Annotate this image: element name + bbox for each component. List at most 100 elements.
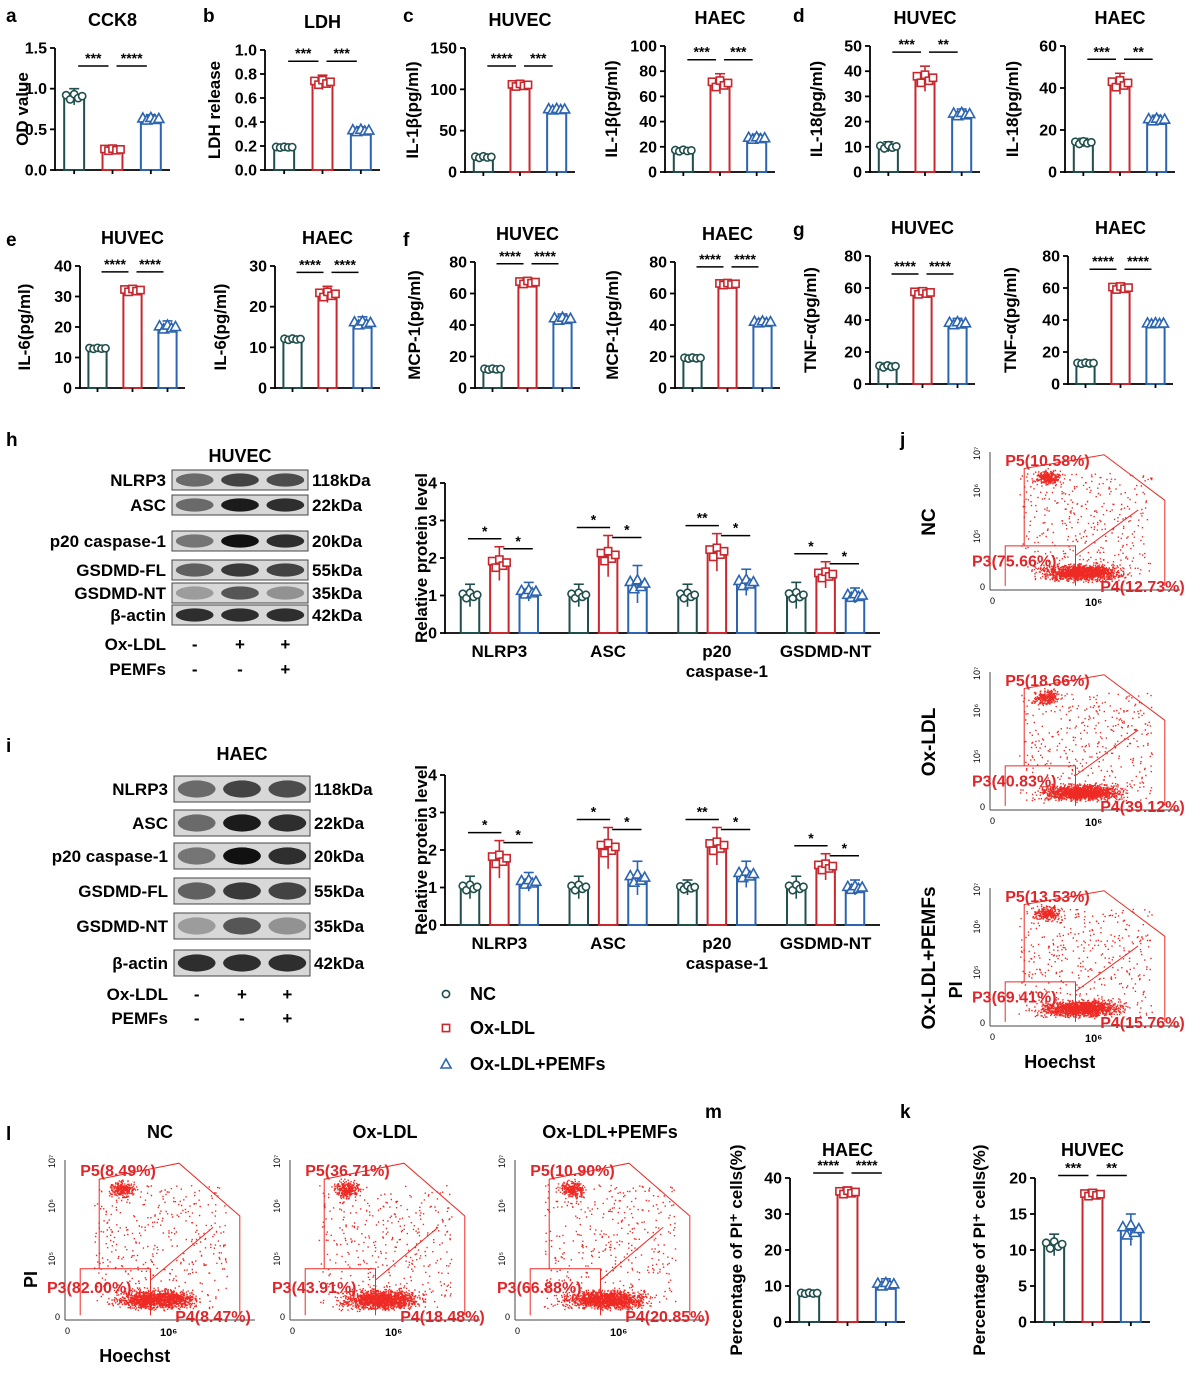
y-tick-label: 20 xyxy=(844,345,862,362)
flow-y-tick: 10⁷ xyxy=(972,667,982,680)
bar-ox-ldl xyxy=(317,293,338,390)
molecular-weight-label: 35kDa xyxy=(314,917,365,936)
y-tick-label: 20 xyxy=(449,349,467,366)
gate-label-p3: P3(69.41%) xyxy=(972,990,1057,1007)
flow-events xyxy=(1018,904,1153,1020)
chart-m: 0 10 20 30 40 **** ****HAEC Percentage of PI⁺ c… xyxy=(705,1102,905,1356)
protein-band xyxy=(177,847,216,865)
gate-label-p3: P3(43.91%) xyxy=(272,1280,357,1297)
y-tick-label: 20 xyxy=(649,349,667,366)
data-point xyxy=(747,866,760,879)
flow-x-tick-zero: 0 xyxy=(515,1326,520,1336)
y-axis-label: Relative protein level xyxy=(412,473,431,643)
chart-title: CCK8 xyxy=(88,10,137,30)
protein-band xyxy=(177,780,216,798)
flow-plot: 10⁷ 10⁶ 10⁵ 00 10⁶ P5(13.53%) P3(69.41%) P4(15.… xyxy=(946,883,1185,1072)
flow-x-axis-label: Hoechst xyxy=(99,1346,170,1366)
protein-label: β-actin xyxy=(110,606,166,625)
data-point xyxy=(631,573,644,585)
panel-letter: h xyxy=(6,430,18,451)
bar-ox-ldl xyxy=(517,281,538,390)
flow-y-tick: 10⁵ xyxy=(497,1252,507,1266)
protein-label: ASC xyxy=(132,814,168,833)
data-point xyxy=(1132,1221,1146,1234)
y-tick-label: 0.6 xyxy=(235,91,257,108)
significance-label: *** xyxy=(693,44,710,60)
significance-label: * xyxy=(515,827,521,843)
data-point xyxy=(764,314,777,327)
significance-label: **** xyxy=(929,258,951,274)
flow-events xyxy=(543,1178,677,1312)
bar-ox-ldl-pemfs xyxy=(1145,322,1166,386)
y-tick-label: 1 xyxy=(428,880,437,897)
protein-band xyxy=(268,780,307,798)
bar-ox-ldl xyxy=(914,77,936,173)
y-tick-label: 40 xyxy=(1039,81,1057,98)
flow-y-tick: 10⁵ xyxy=(972,529,982,543)
y-tick-label: 30 xyxy=(249,259,267,276)
significance-label: * xyxy=(591,512,597,528)
y-axis-label: IL-18(pg/ml) xyxy=(1003,61,1022,157)
treatment-sign: + xyxy=(282,985,292,1004)
flow-plot: 10⁷ 10⁶ 10⁵ 00 10⁶ P5(10.58%) P3(75.66%) P4(12.… xyxy=(972,447,1185,609)
y-tick-label: 0 xyxy=(428,918,437,935)
significance-label: *** xyxy=(530,50,547,66)
data-point xyxy=(600,848,609,858)
protein-label: NLRP3 xyxy=(110,471,166,490)
data-point xyxy=(1041,1238,1051,1248)
x-category-label: ASC xyxy=(590,642,626,661)
flow-y-axis-label: PI xyxy=(946,981,966,998)
data-point xyxy=(564,311,577,324)
significance-label: * xyxy=(624,522,630,538)
x-category-label: p20 xyxy=(702,642,731,661)
y-tick-label: 20 xyxy=(249,299,267,316)
protein-band xyxy=(268,954,307,972)
y-axis-label: IL-6(pg/ml) xyxy=(211,284,230,371)
flow-plot: 10⁷ 10⁶ 10⁵ 00 10⁶ P5(8.49%) P3(82.00%) P4(8.47… xyxy=(21,1155,255,1366)
protein-label: GSDMD-NT xyxy=(76,917,168,936)
significance-label: **** xyxy=(817,1157,839,1173)
y-tick-label: 40 xyxy=(844,64,862,81)
x-category-label: ASC xyxy=(590,934,626,953)
data-point xyxy=(603,838,613,848)
bar-ox-ldl xyxy=(717,283,738,389)
flow-y-tick-zero: 0 xyxy=(980,802,985,812)
gate-p5 xyxy=(98,1162,241,1316)
data-point xyxy=(719,546,729,556)
panel-letter: c xyxy=(403,6,414,27)
treatment-sign: + xyxy=(237,985,247,1004)
y-tick-label: 40 xyxy=(449,318,467,335)
chart-f2: 0 20 40 60 80 **** **** HAEC MCP-1(pg/ml) xyxy=(603,224,780,398)
protein-label: p20 caspase-1 xyxy=(50,532,166,551)
gate-label-p5: P5(18.66%) xyxy=(1005,673,1089,690)
protein-band xyxy=(175,563,214,577)
flow-x-tick: 10⁶ xyxy=(610,1327,627,1339)
data-point xyxy=(531,277,540,287)
bar-ox-ldl-pemfs xyxy=(139,117,162,172)
flow-y-tick: 10⁶ xyxy=(972,920,982,934)
flow-y-tick: 10⁷ xyxy=(497,1155,507,1168)
data-point xyxy=(152,111,166,124)
y-tick-label: 100 xyxy=(430,82,457,99)
protein-band xyxy=(221,473,259,487)
data-point xyxy=(296,334,305,344)
data-point xyxy=(287,142,297,152)
treatment-sign: - xyxy=(237,660,243,679)
y-tick-label: 5 xyxy=(1018,1279,1027,1296)
significance-label: *** xyxy=(898,36,915,52)
protein-band xyxy=(268,814,307,832)
flow-y-tick: 10⁶ xyxy=(497,1199,507,1213)
bar-nc xyxy=(682,357,703,390)
flow-x-tick-zero: 0 xyxy=(990,816,995,826)
panel-letter: i xyxy=(6,736,11,757)
flow-x-tick: 10⁶ xyxy=(160,1327,177,1339)
y-tick-label: 60 xyxy=(1039,39,1057,56)
gate-label-p5: P5(10.58%) xyxy=(1005,453,1089,470)
y-tick-label: 0 xyxy=(1051,377,1060,394)
y-axis-label: IL-6(pg/ml) xyxy=(15,284,34,371)
y-tick-label: 50 xyxy=(844,39,862,56)
protein-label: ASC xyxy=(130,496,166,515)
